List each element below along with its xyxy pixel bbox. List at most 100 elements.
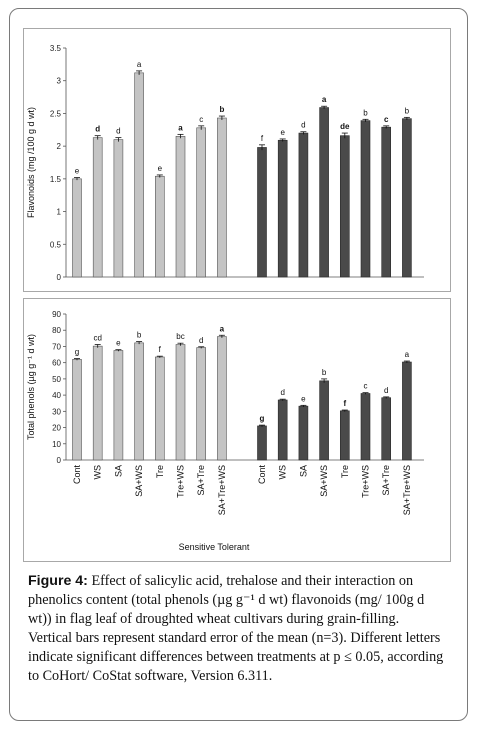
significance-letter: e — [280, 128, 285, 137]
tolerant-bar — [319, 380, 329, 461]
y-axis-label: Flavonoids (mg /100 g d wt) — [26, 107, 36, 218]
tolerant-bar — [381, 397, 392, 461]
y-tick-label: 0.5 — [50, 240, 62, 249]
y-tick-label: 3 — [57, 77, 62, 86]
y-tick-label: 20 — [52, 424, 61, 433]
sensitive-bar — [175, 344, 186, 461]
y-tick-label: 1.5 — [50, 175, 62, 184]
significance-letter: b — [363, 108, 368, 117]
sensitive-bar — [92, 345, 103, 461]
tolerant-bar — [319, 107, 329, 278]
x-category-label: SA+Tre+WS — [402, 465, 412, 515]
y-tick-label: 1 — [57, 208, 62, 217]
x-category-label: SA+WS — [134, 465, 144, 497]
significance-letter: c — [364, 382, 368, 391]
y-tick-label: 90 — [52, 310, 61, 319]
significance-letter: d — [95, 125, 100, 134]
flavonoids-chart: 0 0.5 1 1.5 2 2.5 3 3.5 Flavonoids (mg /100 g d … — [26, 44, 424, 282]
y-tick-label: 50 — [52, 375, 61, 384]
tolerant-bar — [402, 118, 412, 278]
sensitive-bar — [155, 356, 165, 461]
significance-letter: f — [343, 399, 346, 408]
tolerant-bar — [360, 393, 371, 461]
tolerant-bar — [360, 120, 371, 278]
significance-letter: b — [219, 105, 224, 114]
significance-letter: bc — [176, 332, 184, 341]
sensitive-bar — [217, 117, 227, 278]
x-category-label: SA+WS — [319, 465, 329, 497]
x-category-label: Tre+WS — [176, 465, 186, 498]
tolerant-bar — [339, 410, 350, 461]
tolerant-bar — [277, 399, 288, 461]
significance-letter: d — [384, 386, 388, 395]
significance-letter: a — [220, 324, 225, 333]
y-tick-label: 70 — [52, 342, 61, 351]
y-tick-label: 0 — [57, 273, 62, 282]
y-tick-label: 2.5 — [50, 109, 62, 118]
significance-letter: e — [301, 394, 306, 403]
sensitive-bar — [217, 336, 227, 461]
significance-letter: d — [280, 388, 284, 397]
sensitive-bar — [196, 127, 206, 278]
x-category-label: Tre — [340, 465, 350, 478]
significance-letter: a — [178, 123, 183, 132]
significance-letter: e — [75, 167, 80, 176]
significance-letter: b — [322, 368, 327, 377]
y-axis-label: Total phenols (µg g⁻¹ d wt) — [26, 334, 36, 440]
y-tick-label: 0 — [57, 456, 62, 465]
tolerant-bar — [257, 425, 267, 461]
x-category-label: SA+Tre — [381, 465, 391, 495]
flavonoids-chart-panel: 0 0.5 1 1.5 2 2.5 3 3.5 Flavonoids (mg /100 g d … — [23, 28, 451, 292]
significance-letter: de — [340, 122, 350, 131]
significance-letter: d — [301, 121, 305, 130]
figure-caption: Figure 4: Effect of salicylic acid, treh… — [28, 572, 444, 686]
sensitive-bar — [113, 139, 124, 278]
sensitive-bar — [72, 178, 82, 278]
significance-letter: a — [405, 350, 410, 359]
significance-letter: e — [158, 164, 163, 173]
tolerant-bar — [298, 132, 309, 278]
significance-letter: b — [137, 331, 142, 340]
x-category-label: Cont — [72, 465, 82, 485]
x-category-label: Tre — [155, 465, 165, 478]
tolerant-bar — [257, 147, 267, 278]
sensitive-bar — [134, 72, 144, 278]
sensitive-bar — [72, 359, 82, 461]
sensitive-bar — [92, 137, 103, 278]
total-phenols-chart: 0 10 20 30 40 50 60 70 80 90 Total phenols (µg g⁻¹… — [26, 310, 424, 552]
x-category-label: SA — [113, 465, 123, 477]
x-category-label: SA+Tre+WS — [217, 465, 227, 515]
y-tick-label: 2 — [57, 142, 62, 151]
tolerant-bar — [381, 126, 392, 278]
significance-letter: e — [116, 339, 121, 348]
significance-letter: g — [75, 348, 79, 357]
y-tick-label: 3.5 — [50, 44, 62, 53]
sensitive-bar — [113, 350, 124, 461]
significance-letter: a — [137, 60, 142, 69]
tolerant-bar — [277, 139, 288, 278]
y-tick-label: 10 — [52, 440, 61, 449]
significance-letter: cd — [93, 333, 101, 342]
sensitive-bar — [155, 175, 165, 278]
tolerant-bar — [298, 405, 309, 461]
x-category-label: Tre+WS — [361, 465, 371, 498]
y-tick-label: 40 — [52, 391, 61, 400]
x-category-label: WS — [93, 465, 103, 480]
significance-letter: b — [405, 106, 410, 115]
sensitive-bar — [175, 136, 186, 278]
significance-letter: c — [384, 115, 389, 124]
significance-letter: g — [260, 414, 265, 423]
x-category-label: WS — [278, 465, 288, 480]
significance-letter: a — [322, 95, 327, 104]
significance-letter: c — [199, 115, 203, 124]
phenols-chart-panel: 0 10 20 30 40 50 60 70 80 90 Total phenols (µg g⁻¹… — [23, 298, 451, 562]
significance-letter: d — [116, 127, 120, 136]
y-tick-label: 60 — [52, 359, 61, 368]
sensitive-bar — [196, 347, 206, 461]
x-category-label: SA — [298, 465, 308, 477]
tolerant-bar — [339, 135, 350, 278]
sensitive-bar — [134, 342, 144, 461]
significance-letter: f — [159, 345, 162, 354]
significance-letter: d — [199, 336, 203, 345]
x-category-label: SA+Tre — [196, 465, 206, 495]
